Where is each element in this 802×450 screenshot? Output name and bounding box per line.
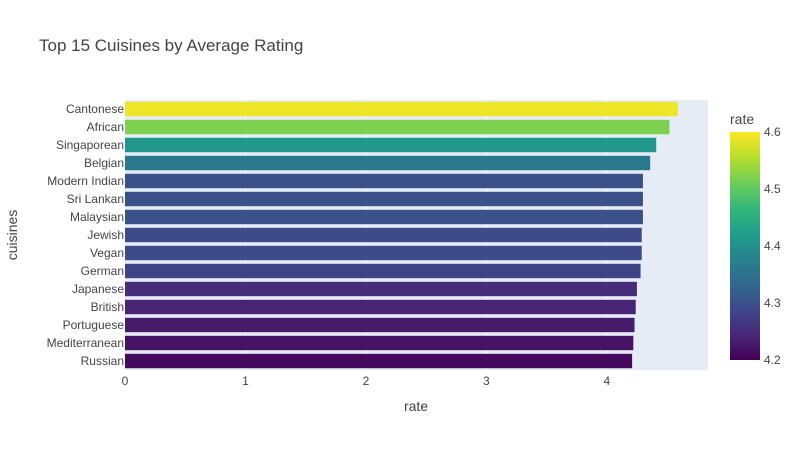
y-tick-label: African: [87, 120, 124, 134]
y-tick-label: Mediterranean: [47, 336, 124, 350]
y-tick-label: Malaysian: [70, 210, 124, 224]
y-tick-labels: Cantonese African Singaporean Belgian Modern…: [47, 102, 125, 368]
bar: [125, 209, 643, 225]
y-tick-label: Modern Indian: [47, 174, 124, 188]
x-tick-label: 2: [363, 374, 370, 388]
colorbar-tick-label: 4.4: [764, 239, 781, 253]
bar: [125, 137, 657, 153]
y-tick-label: German: [81, 264, 124, 278]
colorbar-gradient: [730, 132, 760, 360]
bar: [125, 101, 678, 117]
y-tick-label: British: [91, 300, 124, 314]
y-tick-label: Portuguese: [63, 318, 125, 332]
y-axis-title: cuisines: [4, 210, 20, 261]
y-tick-label: Jewish: [87, 228, 124, 242]
y-tick-label: Vegan: [90, 246, 124, 260]
chart-title: Top 15 Cuisines by Average Rating: [39, 36, 303, 55]
x-tick-label: 3: [483, 374, 490, 388]
bar: [125, 191, 643, 207]
bars: [125, 101, 678, 369]
y-tick-label: Sri Lankan: [67, 192, 124, 206]
colorbar-title: rate: [730, 111, 754, 127]
x-axis-title: rate: [404, 398, 428, 414]
colorbar-tick-label: 4.2: [764, 353, 781, 367]
bar: [125, 353, 633, 369]
bar: [125, 299, 636, 315]
y-tick-label: Russian: [81, 354, 124, 368]
y-tick-label: Singaporean: [56, 138, 124, 152]
y-tick-label: Cantonese: [66, 102, 124, 116]
colorbar-tick-label: 4.5: [764, 182, 781, 196]
bar: [125, 155, 651, 171]
bar: [125, 227, 642, 243]
bar: [125, 119, 670, 135]
bar: [125, 173, 643, 189]
colorbar-tick-label: 4.6: [764, 125, 781, 139]
colorbar-ticks: 4.2 4.3 4.4 4.5 4.6: [764, 125, 781, 367]
bar: [125, 335, 634, 351]
bar: [125, 263, 641, 279]
y-tick-label: Japanese: [72, 282, 124, 296]
y-tick-label: Belgian: [84, 156, 124, 170]
x-tick-label: 4: [603, 374, 610, 388]
x-tick-label: 1: [242, 374, 249, 388]
x-tick-labels: 0 1 2 3 4: [122, 374, 611, 388]
colorbar-tick-label: 4.3: [764, 296, 781, 310]
colorbar: rate 4.2 4.3 4.4 4.5 4.6: [730, 111, 781, 367]
bar: [125, 281, 637, 297]
bar: [125, 317, 635, 333]
x-tick-label: 0: [122, 374, 129, 388]
bar: [125, 245, 642, 261]
